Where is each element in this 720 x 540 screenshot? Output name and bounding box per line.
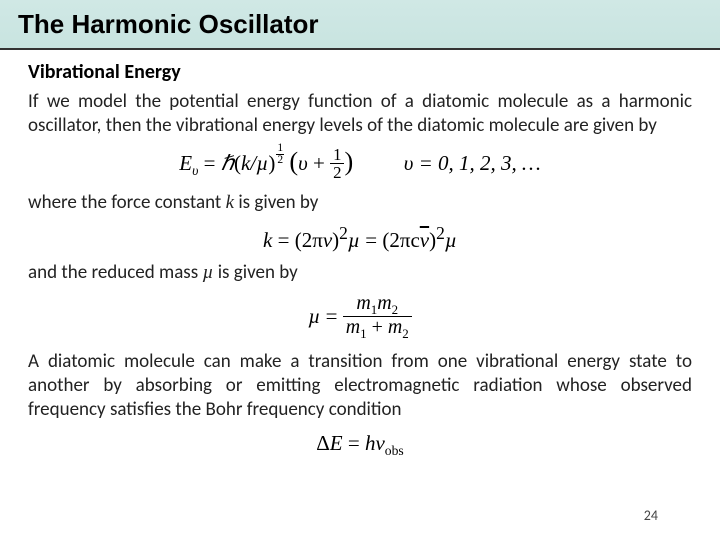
sym-2pi-b: 2π	[389, 228, 410, 252]
sym-exp-half: 12	[276, 143, 284, 167]
paragraph-3: and the reduced mass µ is given by	[28, 261, 692, 285]
frac-reduced-mass: m1m2 m1 + m2	[343, 293, 412, 341]
sym-nubar: ν	[420, 228, 429, 252]
sym-eq2: =	[278, 228, 295, 252]
sym-v-sub: υ	[192, 163, 198, 178]
sym-eq5: =	[348, 431, 365, 455]
sym-mu: µ	[348, 228, 360, 252]
para2a: where the force constant	[28, 191, 226, 214]
sym-big-lp: (	[289, 147, 298, 176]
equation-bohr-condition: ΔE = hνobs	[28, 431, 692, 459]
sym-k-inline: k	[226, 192, 234, 213]
paragraph-1: If we model the potential energy functio…	[28, 90, 692, 139]
sym-mu-lhs: µ	[308, 303, 320, 327]
sym-sq-b: 2	[436, 223, 445, 243]
sym-nu-obs: ν	[375, 431, 384, 455]
paragraph-4: A diatomic molecule can make a transitio…	[28, 350, 692, 423]
slide-title: The Harmonic Oscillator	[18, 9, 319, 40]
section-heading: Vibrational Energy	[28, 60, 692, 84]
sym-half: 12	[330, 146, 344, 182]
sym-E2: E	[330, 431, 343, 455]
sym-v-seq: υ = 0, 1, 2, 3, …	[404, 151, 541, 175]
para3a: and the reduced mass	[28, 261, 202, 284]
sym-mu-b: µ	[445, 228, 457, 252]
sym-E: E	[179, 151, 192, 175]
slide-header: The Harmonic Oscillator	[0, 0, 720, 50]
para3b: is given by	[213, 261, 297, 284]
sym-lp: (	[234, 151, 241, 175]
sym-obs: obs	[385, 443, 404, 458]
sym-big-rp: )	[344, 147, 353, 176]
sym-rp: )	[268, 151, 275, 175]
sym-hbar: ℏ	[221, 151, 234, 175]
sym-sq: 2	[339, 223, 348, 243]
sym-plus: +	[308, 151, 330, 175]
sym-lp2: (	[295, 228, 302, 252]
sym-v: υ	[298, 151, 308, 175]
sym-eq3: =	[365, 228, 382, 252]
sym-mu-inline: µ	[202, 262, 213, 283]
sym-eq4: =	[326, 303, 343, 327]
equation-force-constant: k = (2πν)2µ = (2πcν)2µ	[28, 223, 692, 253]
sym-eq: =	[204, 151, 221, 175]
equation-reduced-mass: µ = m1m2 m1 + m2	[28, 294, 692, 342]
sym-h: h	[365, 431, 376, 455]
para2b: is given by	[234, 191, 318, 214]
slide-content: Vibrational Energy If we model the poten…	[0, 50, 720, 459]
paragraph-2: where the force constant k is given by	[28, 191, 692, 215]
equation-energy-levels: Eυ = ℏ(k/µ)12 (υ + 12) υ = 0, 1, 2, 3, …	[28, 147, 692, 183]
sym-k: k	[263, 228, 272, 252]
sym-c: c	[410, 228, 419, 252]
page-number: 24	[644, 507, 658, 524]
sym-2pi: 2π	[302, 228, 323, 252]
sym-nu: ν	[323, 228, 332, 252]
sym-delta: Δ	[316, 431, 330, 455]
sym-kmu: k/µ	[241, 151, 268, 175]
